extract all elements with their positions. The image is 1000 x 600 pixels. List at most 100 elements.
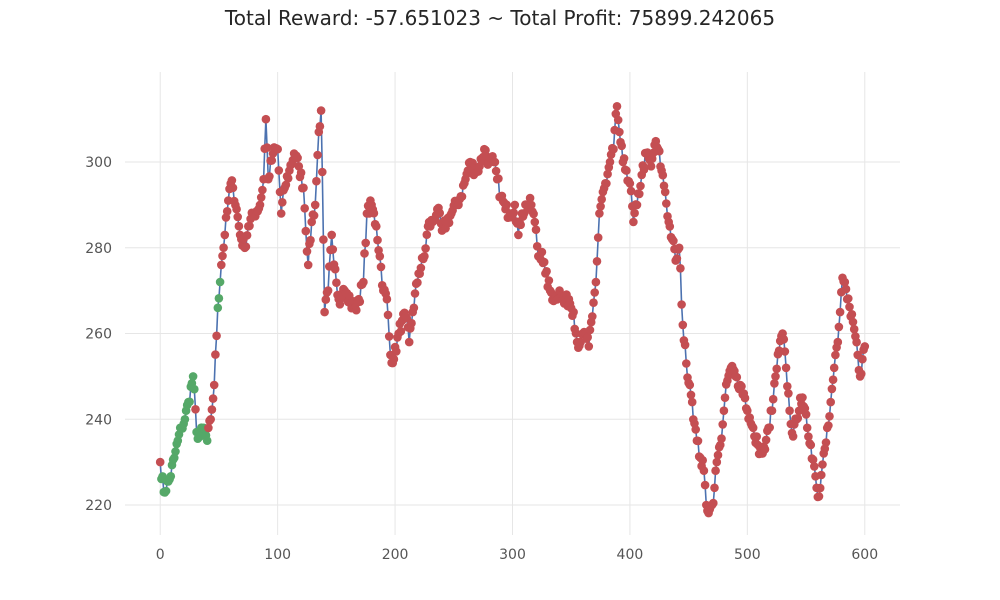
- short-signal-point: [457, 192, 467, 201]
- short-signal-point: [296, 168, 306, 177]
- short-signal-point: [204, 423, 213, 433]
- short-signal-point: [267, 156, 277, 165]
- short-signal-point: [539, 257, 549, 267]
- chart-title: Total Reward: -57.651023 ~ Total Profit:…: [224, 6, 776, 30]
- short-signal-point: [709, 498, 718, 508]
- short-signal-point: [622, 166, 631, 175]
- short-signal-point: [222, 207, 232, 216]
- short-signal-point: [834, 322, 844, 332]
- short-signal-point: [352, 305, 361, 315]
- short-signal-point: [590, 288, 599, 297]
- short-signal-point: [532, 242, 542, 251]
- short-signal-point: [376, 262, 386, 272]
- short-signal-point: [327, 230, 337, 240]
- short-signal-point: [617, 141, 626, 151]
- short-signal-point: [537, 247, 547, 257]
- short-signal-point: [632, 200, 642, 210]
- short-signal-point: [313, 150, 322, 160]
- short-signal-point: [274, 166, 284, 175]
- short-signal-point: [306, 235, 315, 245]
- short-signal-point: [502, 200, 511, 210]
- short-signal-point: [801, 410, 811, 419]
- short-signal-point: [409, 303, 419, 313]
- short-signal-point: [829, 363, 839, 373]
- short-signal-point: [603, 169, 612, 179]
- short-signal-point: [420, 251, 429, 261]
- short-signal-point: [781, 363, 791, 373]
- long-signal-point: [171, 447, 180, 456]
- short-signal-point: [514, 230, 523, 240]
- short-signal-point: [691, 425, 700, 434]
- short-signal-point: [625, 179, 635, 188]
- short-signal-point: [665, 222, 675, 231]
- short-signal-point: [276, 209, 286, 218]
- y-tick-labels: 220 240 260 280 300: [85, 155, 112, 514]
- short-signal-point: [802, 423, 812, 433]
- short-signal-point: [281, 180, 291, 190]
- short-signal-point: [191, 405, 200, 414]
- short-signal-point: [516, 220, 525, 230]
- short-signal-point: [804, 432, 813, 441]
- short-signal-point: [748, 423, 758, 433]
- short-signal-point: [155, 457, 165, 467]
- short-signal-point: [435, 208, 445, 218]
- short-signal-point: [595, 209, 604, 218]
- short-signal-point: [211, 350, 220, 359]
- short-signal-point: [785, 406, 794, 416]
- short-signal-point: [509, 208, 518, 217]
- short-signal-point: [569, 307, 578, 317]
- short-signal-point: [609, 144, 618, 154]
- short-signal-point: [828, 375, 838, 385]
- short-signal-point: [234, 221, 244, 231]
- short-signal-point: [672, 254, 682, 263]
- short-signal-point: [602, 179, 611, 188]
- short-signal-point: [669, 236, 678, 246]
- short-signal-point: [597, 195, 606, 204]
- short-signal-point: [421, 244, 430, 253]
- short-signal-point: [827, 384, 837, 394]
- short-signal-point: [416, 263, 426, 273]
- short-signal-point: [720, 393, 730, 403]
- short-signal-point: [629, 217, 638, 227]
- long-signal-point: [190, 384, 199, 394]
- x-tick-label: 300: [499, 547, 526, 563]
- short-signal-point: [212, 331, 221, 341]
- short-signal-point: [262, 143, 272, 152]
- short-signal-point: [361, 238, 371, 248]
- x-tick-label: 0: [156, 547, 165, 563]
- short-signal-point: [256, 193, 266, 202]
- short-signal-point: [760, 445, 770, 454]
- short-signal-point: [323, 286, 333, 295]
- short-signal-point: [302, 247, 312, 256]
- short-signal-point: [752, 432, 761, 441]
- x-tick-label: 400: [617, 547, 644, 563]
- short-signal-point: [527, 200, 536, 210]
- short-signal-point: [771, 372, 780, 381]
- short-signal-point: [309, 211, 319, 220]
- short-signal-point: [630, 208, 639, 218]
- short-signal-point: [639, 165, 649, 174]
- short-signal-point: [316, 106, 326, 115]
- short-signal-point: [678, 320, 688, 330]
- short-signal-point: [718, 420, 727, 429]
- short-signal-point: [806, 440, 816, 450]
- short-signal-point: [711, 466, 720, 476]
- short-signal-point: [700, 480, 710, 490]
- short-signal-point: [713, 450, 723, 460]
- short-signal-point: [422, 230, 432, 239]
- short-signal-point: [817, 470, 826, 480]
- short-signal-point: [685, 380, 695, 390]
- short-signal-point: [265, 172, 274, 181]
- short-signal-point: [372, 222, 381, 231]
- x-tick-label: 500: [734, 547, 761, 563]
- short-signal-point: [583, 332, 592, 342]
- short-signal-point: [299, 183, 308, 193]
- short-signal-point: [584, 342, 594, 351]
- y-tick-label: 220: [85, 498, 112, 514]
- short-signal-point: [300, 204, 310, 213]
- short-signal-point: [779, 335, 789, 344]
- short-signal-point: [858, 354, 867, 364]
- short-signal-point: [680, 340, 690, 350]
- short-signal-point: [396, 327, 406, 336]
- short-signal-point: [585, 325, 595, 335]
